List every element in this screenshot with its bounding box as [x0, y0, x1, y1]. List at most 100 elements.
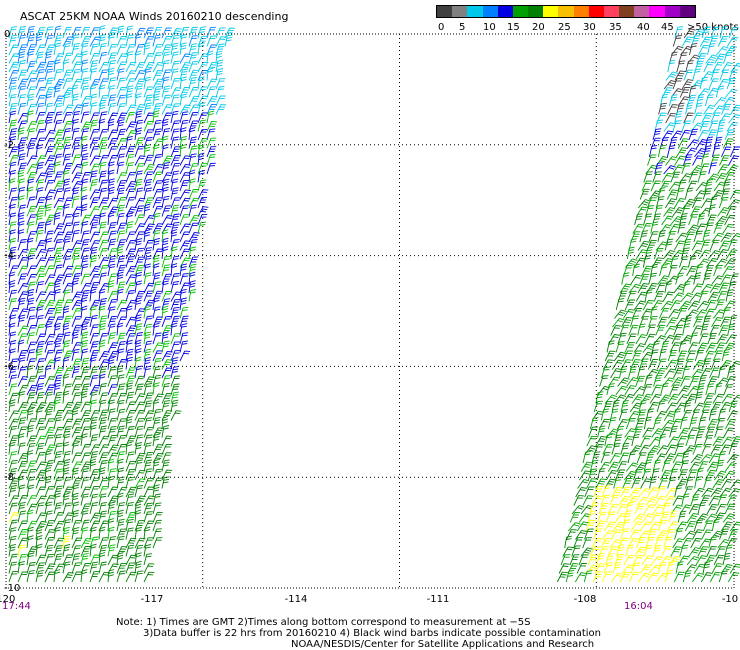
wind-barb — [715, 459, 725, 472]
wind-barb — [98, 247, 109, 260]
wind-barb — [161, 229, 169, 243]
wind-barb — [152, 78, 164, 90]
wind-barb — [125, 305, 133, 319]
wind-barb — [686, 469, 698, 481]
wind-barb — [161, 76, 170, 90]
wind-barb — [215, 78, 226, 90]
wind-barb — [17, 391, 26, 404]
wind-barb — [26, 70, 38, 81]
wind-barb — [635, 291, 648, 302]
wind-barb — [724, 462, 737, 472]
wind-barb — [35, 265, 47, 277]
wind-barb — [134, 459, 143, 472]
wind-barb — [8, 322, 16, 336]
wind-barb — [715, 215, 728, 226]
wind-barb — [8, 451, 18, 464]
wind-barb — [701, 71, 714, 81]
wind-barb — [586, 435, 598, 447]
wind-barb — [107, 332, 117, 345]
wind-barb — [682, 570, 692, 583]
wind-barb — [632, 263, 640, 277]
wind-barb — [44, 467, 52, 481]
wind-barb — [71, 442, 80, 455]
wind-barb — [35, 212, 44, 226]
colorbar-tick-label: 0 — [438, 22, 445, 33]
wind-barb — [161, 459, 170, 472]
wind-barb — [673, 240, 685, 251]
wind-barb — [143, 229, 151, 243]
wind-barb — [666, 317, 678, 328]
wind-barb — [17, 204, 26, 217]
wind-barb — [80, 255, 89, 268]
colorbar-tick-label: 45 — [661, 22, 674, 33]
wind-barb — [62, 467, 70, 481]
wind-barb — [679, 416, 688, 430]
wind-barb — [701, 401, 713, 413]
wind-barb — [152, 502, 162, 515]
wind-barb — [699, 495, 711, 506]
y-tick-label: -6 — [4, 361, 14, 372]
wind-barb — [634, 462, 648, 472]
wind-barb — [89, 137, 100, 149]
wind-barb — [179, 189, 191, 200]
wind-barb — [53, 171, 64, 183]
wind-barb — [699, 36, 712, 47]
wind-barb — [116, 552, 124, 566]
wind-barb — [170, 87, 182, 98]
wind-barb — [107, 94, 117, 107]
wind-barb — [26, 196, 36, 209]
wind-barb — [726, 537, 738, 549]
wind-barb — [669, 425, 678, 438]
wind-barb — [107, 569, 115, 583]
wind-barb — [17, 44, 28, 56]
wind-barb — [595, 435, 607, 447]
wind-barb — [152, 399, 160, 413]
wind-barb — [197, 102, 206, 115]
x-tick-label: -108 — [574, 594, 597, 605]
wind-speed-colorbar: 0 5 10 15 20 25 30 35 40 45 >50 knots — [436, 5, 739, 35]
wind-barb — [672, 495, 684, 506]
wind-barb — [134, 552, 142, 566]
pass-time-label: 17:44 — [2, 601, 31, 612]
wind-barb — [161, 215, 173, 226]
wind-barb — [170, 229, 178, 243]
wind-barb — [666, 189, 678, 200]
wind-barb — [116, 68, 125, 81]
wind-barb — [179, 144, 187, 158]
wind-barb — [722, 552, 731, 566]
wind-barb — [53, 485, 63, 498]
wind-barb — [26, 34, 35, 47]
wind-barb — [197, 170, 206, 183]
wind-barb — [71, 316, 82, 328]
wind-barb — [587, 468, 597, 481]
wind-barb — [705, 342, 717, 353]
wind-barb — [662, 377, 675, 387]
wind-barb — [98, 339, 106, 353]
wind-barb — [613, 351, 627, 362]
wind-barb — [716, 334, 728, 345]
wind-barb — [206, 162, 216, 175]
wind-barb — [44, 86, 55, 98]
wind-barb — [143, 112, 155, 124]
wind-barb — [125, 356, 133, 370]
wind-barb — [688, 417, 698, 430]
wind-barb — [683, 69, 694, 81]
wind-barb — [17, 169, 25, 183]
wind-barb — [35, 120, 45, 132]
wind-barb — [701, 153, 710, 166]
wind-barb — [179, 273, 189, 285]
wind-barb — [71, 527, 80, 540]
wind-barb — [631, 350, 642, 362]
wind-barb — [17, 520, 28, 532]
wind-barb — [694, 147, 707, 158]
wind-barb — [224, 34, 233, 47]
wind-barb — [26, 137, 37, 149]
colorbar-tick-label: 20 — [532, 22, 545, 33]
wind-barb — [179, 76, 187, 90]
wind-barb — [53, 145, 64, 158]
wind-barb — [617, 377, 630, 387]
wind-barb — [71, 358, 82, 370]
wind-barb — [170, 120, 180, 132]
wind-barb — [647, 358, 659, 370]
wind-barb — [116, 451, 125, 464]
